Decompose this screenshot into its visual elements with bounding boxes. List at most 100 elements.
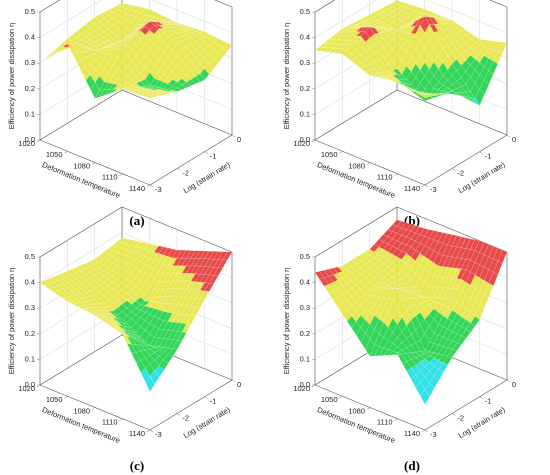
z-tick-label: 0.4 [300,33,310,42]
z-tick-label: 0.2 [25,329,35,338]
y-tick-label: -2 [182,413,189,422]
z-tick-label: 0.1 [25,109,35,118]
y-tick-label: -3 [430,430,437,439]
tick-mark [311,139,316,143]
grid-line [39,232,123,283]
axis-line [39,334,123,386]
tick-mark [231,134,236,138]
x-tick-label: 1140 [404,184,420,193]
axis-line [314,384,426,431]
x-tick-label: 1080 [348,161,365,170]
axis-line [39,0,61,13]
tick-mark [452,168,456,171]
y-axis-title: Log (strain rate) [182,160,232,196]
tick-mark [394,418,398,421]
x-tick-label: 1140 [129,184,145,193]
axis-line [39,384,151,431]
tick-mark [311,384,316,388]
x-tick-label: 1050 [321,150,338,159]
z-tick-label: 0.4 [25,33,35,42]
y-tick-label: 0 [237,135,241,144]
z-tick-label: 0.0 [300,380,310,389]
axis-line [121,89,233,136]
y-tick-label: -3 [155,185,162,194]
x-tick-label: 1110 [102,418,118,427]
x-tick-label: 1080 [73,161,90,170]
tick-mark [452,413,456,416]
caption: (d) [404,458,420,473]
panel: 0.0 0.1 0.2 0.3 0.4 0.5 1020 1050 1080 1110 1140 -3… [7,0,241,228]
z-tick-label: 0.1 [25,354,35,363]
y-tick-label: -2 [457,413,464,422]
z-tick-label: 0.2 [25,84,35,93]
tick-mark [91,162,96,165]
axis-line [424,134,508,186]
z-axis-title: Efficiency of power dissipation η [282,268,291,375]
tick-mark [177,413,181,416]
y-tick-label: -1 [485,397,492,406]
z-tick-label: 0.0 [25,380,35,389]
y-tick-label: -1 [210,397,217,406]
z-tick-label: 0.5 [300,252,310,261]
tick-mark [64,151,68,154]
tick-mark [36,139,41,143]
y-axis-title: Log (strain rate) [457,160,507,196]
z-tick-label: 0.3 [300,303,310,312]
z-tick-label: 0.3 [25,303,35,312]
axis-line [424,379,508,431]
grid-line [314,0,378,38]
x-tick-label: 1020 [293,139,310,148]
z-tick-label: 0.3 [25,58,35,67]
tick-mark [506,134,511,138]
x-tick-label: 1140 [129,429,145,438]
surface-patch [145,376,155,392]
x-tick-label: 1050 [46,150,63,159]
z-axis-title: Efficiency of power dissipation η [7,23,16,130]
z-tick-label: 0.1 [300,109,310,118]
y-tick-label: 0 [512,380,516,389]
axis-line [396,89,508,136]
axis-line [121,206,233,253]
panel: 0.0 0.1 0.2 0.3 0.4 0.5 1020 1050 1080 1110 1140 -3… [282,0,516,228]
axis-line [149,379,233,431]
z-tick-label: 0.1 [300,354,310,363]
tick-mark [506,379,511,383]
tick-mark [339,396,343,399]
tick-mark [366,162,371,165]
tick-mark [204,151,208,154]
tick-mark [119,173,123,176]
x-tick-label: 1080 [73,406,90,415]
tick-mark [149,184,154,188]
x-tick-label: 1110 [377,173,393,182]
x-tick-label: 1020 [293,384,310,393]
tick-mark [339,151,343,154]
axis-line [39,206,123,258]
y-tick-label: 0 [237,380,241,389]
tick-mark [146,429,151,433]
z-tick-label: 0.4 [300,278,310,287]
x-tick-label: 1050 [321,395,338,404]
z-tick-label: 0.5 [25,7,35,16]
tick-mark [231,379,236,383]
tick-mark [421,184,426,188]
tick-mark [366,407,371,410]
tick-mark [36,384,41,388]
z-tick-label: 0.5 [300,7,310,16]
z-tick-label: 0.2 [300,329,310,338]
axis-line [149,134,233,186]
x-tick-label: 1020 [18,139,35,148]
surface-patch [419,94,430,99]
x-tick-label: 1110 [102,173,118,182]
axis-line [314,139,426,186]
y-tick-label: -3 [155,430,162,439]
z-axis-title: Efficiency of power dissipation η [282,23,291,130]
z-tick-label: 0.2 [300,84,310,93]
tick-mark [177,168,181,171]
tick-mark [204,396,208,399]
x-tick-label: 1140 [404,429,420,438]
tick-mark [149,429,154,433]
z-axis-title: Efficiency of power dissipation η [7,268,16,375]
y-tick-label: 0 [512,135,516,144]
axis-line [39,89,123,141]
